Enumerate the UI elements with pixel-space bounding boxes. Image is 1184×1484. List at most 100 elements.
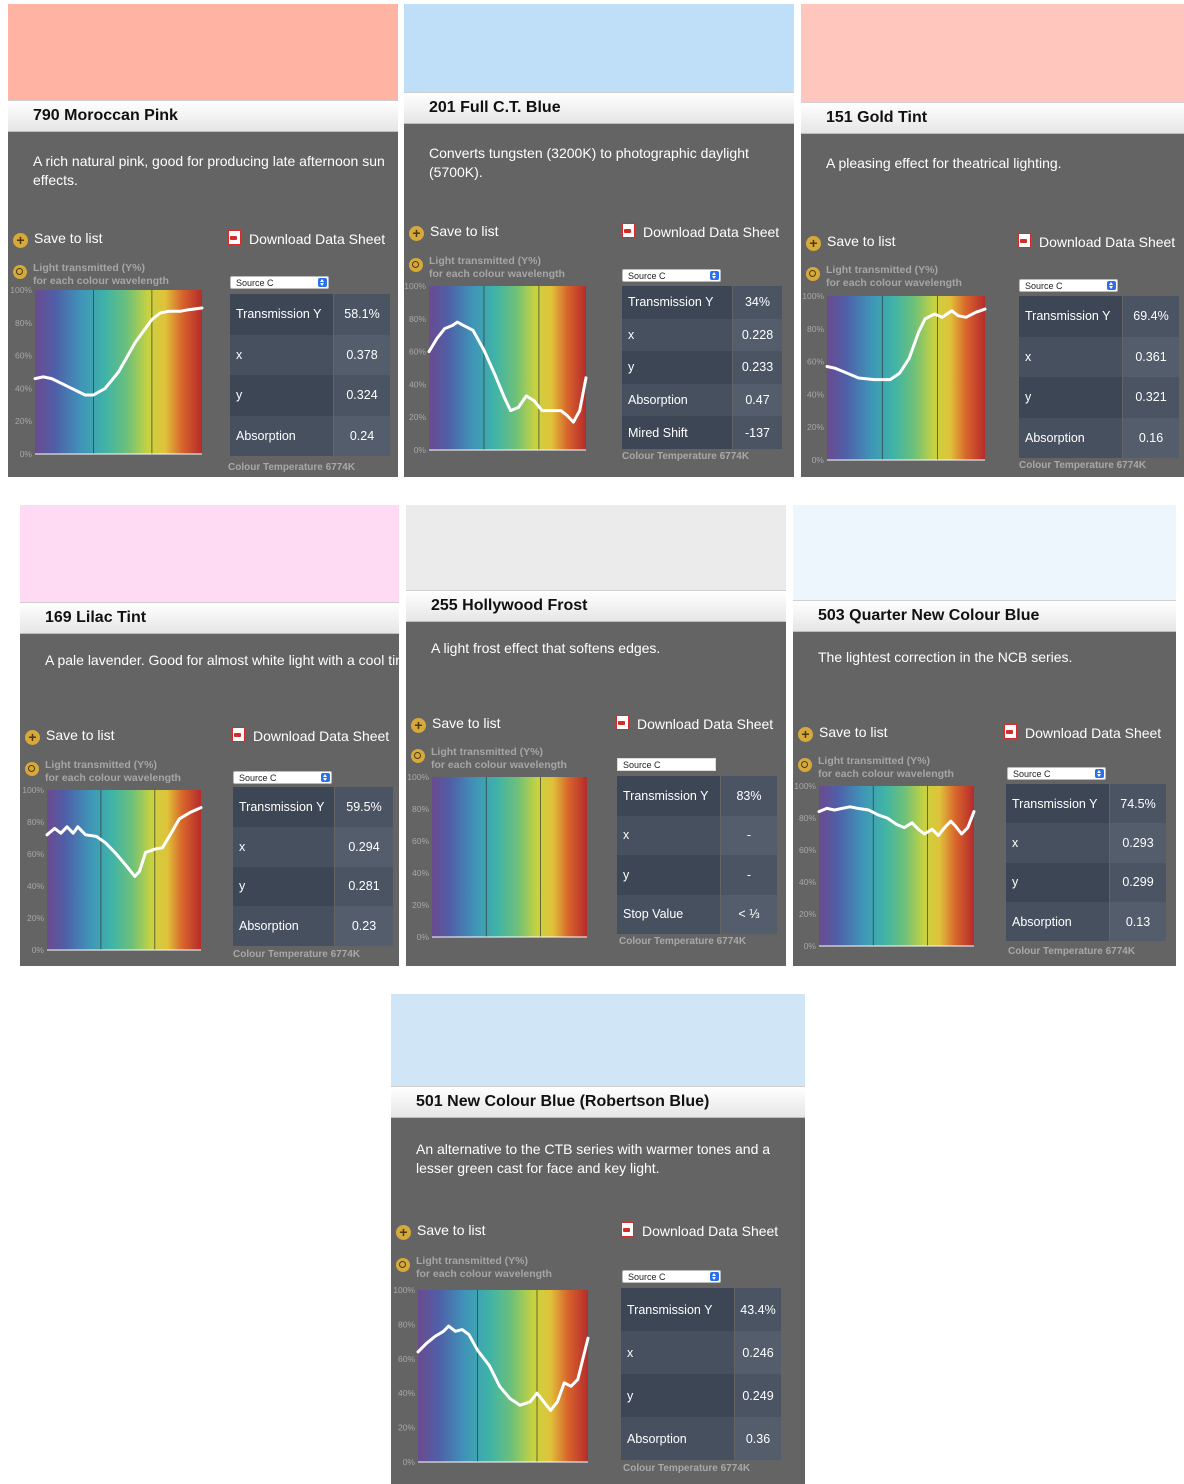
filter-description: A rich natural pink, good for producing … [33,153,385,188]
property-value: 0.293 [1110,823,1166,863]
y-tick-label: 20% [398,1423,415,1433]
save-to-list-button[interactable]: + Save to list [396,1222,485,1240]
transmission-curve [45,806,203,878]
magnifier-icon[interactable] [13,265,27,279]
property-name: y [233,866,334,907]
save-to-list-button[interactable]: + Save to list [806,233,895,251]
download-data-sheet-link[interactable]: Download Data Sheet [616,715,773,732]
transmission-chart: 100% 80% 60% 40% 20% 0% [404,281,588,455]
download-data-sheet-link[interactable]: Download Data Sheet [621,1222,778,1239]
colour-temperature: Colour Temperature 6774K [623,1463,751,1474]
table-row: Absorption 0.36 [621,1417,781,1460]
filter-card: 201 Full C.T. Blue Converts tungsten (320… [404,4,794,477]
y-tick-label: 60% [807,357,824,367]
data-table: Transmission Y 34% x 0.228 y 0.233 Absorption 0… [622,286,782,449]
illuminant-select[interactable]: Source C [233,771,332,784]
illuminant-select[interactable]: Source C [1019,279,1118,292]
data-table: Transmission Y 58.1% x 0.378 y 0.324 Absorptio… [230,294,390,456]
save-to-list-button[interactable]: + Save to list [13,230,102,248]
colour-swatch [8,4,398,100]
property-value: 0.249 [735,1374,781,1417]
colour-swatch [801,4,1184,102]
save-to-list-button[interactable]: + Save to list [798,724,887,742]
select-arrows-icon [1107,281,1116,290]
plus-icon: + [798,727,813,742]
property-value: 0.16 [1123,417,1179,458]
y-tick-label: 80% [807,324,824,334]
save-to-list-button[interactable]: + Save to list [409,223,498,241]
chart-caption-line2: for each colour wavelength [33,275,169,287]
illuminant-select[interactable]: Source C [622,1270,721,1283]
table-row: x- [617,815,777,855]
transmission-curve [825,307,987,382]
property-value: 0.361 [1123,336,1179,377]
illuminant-select[interactable]: Source C [617,758,716,771]
select-arrows-icon [710,1272,719,1281]
y-tick-label: 60% [398,1354,415,1364]
download-data-sheet-link[interactable]: Download Data Sheet [228,230,385,247]
illuminant-select[interactable]: Source C [622,269,721,282]
colour-swatch [20,505,399,602]
title-bar: 169 Lilac Tint [20,602,399,634]
property-value: 0.228 [733,318,782,352]
property-name: Mired Shift [622,416,732,449]
chart-caption-line1: Light transmitted (Y%) [416,1255,528,1267]
property-value: 0.299 [1110,862,1166,902]
table-row: x 0.228 [622,318,782,352]
magnifier-icon[interactable] [409,258,423,272]
save-label: Save to list [827,233,896,249]
plus-icon: + [409,226,424,241]
download-data-sheet-link[interactable]: Download Data Sheet [1004,724,1161,741]
table-row: Absorption 0.24 [230,415,390,456]
save-label: Save to list [46,727,115,743]
y-tick-label: 20% [409,412,426,422]
y-tick-label: 40% [807,389,824,399]
illuminant-select[interactable]: Source C [1007,767,1106,780]
y-tick-label: 40% [409,379,426,389]
magnifier-icon[interactable] [798,758,812,772]
y-tick-label: 100% [802,291,824,301]
download-data-sheet-link[interactable]: Download Data Sheet [1018,233,1175,250]
y-tick-label: 80% [412,804,429,814]
property-name: Transmission Y [622,286,732,319]
magnifier-icon[interactable] [396,1258,410,1272]
table-row: Transmission Y 59.5% [233,787,393,827]
colour-swatch [404,4,794,92]
magnifier-icon[interactable] [411,749,425,763]
data-table: Transmission Y 69.4% x 0.361 y 0.321 Absorptio… [1019,296,1179,458]
filter-card: 151 Gold Tint A pleasing effect for theat… [801,4,1184,477]
save-label: Save to list [430,223,499,239]
y-tick-label: 40% [398,1388,415,1398]
transmission-curve [817,805,976,838]
pdf-icon [1018,233,1031,248]
pdf-icon [622,223,635,238]
table-row: x 0.361 [1019,336,1179,377]
table-row: x 0.294 [233,826,393,867]
magnifier-icon[interactable] [25,762,39,776]
filter-title: 790 Moroccan Pink [33,107,178,124]
illuminant-value: Source C [628,271,666,281]
table-row: Absorption 0.13 [1006,901,1166,942]
data-table: Transmission Y 43.4% x 0.246 y 0.249 Absorptio… [621,1288,781,1460]
property-name: Absorption [622,383,732,417]
illuminant-select[interactable]: Source C [230,276,329,289]
filter-title: 503 Quarter New Colour Blue [818,607,1040,624]
property-name: Absorption [1019,417,1122,458]
download-label: Download Data Sheet [637,716,774,732]
table-row: Transmission Y 43.4% [621,1288,781,1331]
filter-title: 201 Full C.T. Blue [429,99,561,116]
save-label: Save to list [417,1222,486,1238]
pdf-icon [621,1222,634,1237]
transmission-chart: 100% 80% 60% 40% 20% 0% [407,772,587,942]
magnifier-icon[interactable] [806,267,820,281]
download-data-sheet-link[interactable]: Download Data Sheet [622,223,779,240]
table-row: Transmission Y 58.1% [230,294,390,335]
y-tick-label: 20% [799,909,816,919]
property-value: 34% [733,286,782,319]
save-label: Save to list [34,230,103,246]
save-to-list-button[interactable]: + Save to list [411,715,500,733]
table-row: y 0.281 [233,866,393,907]
save-to-list-button[interactable]: + Save to list [25,727,114,745]
download-data-sheet-link[interactable]: Download Data Sheet [232,727,389,744]
property-name: Stop Value [617,894,720,934]
